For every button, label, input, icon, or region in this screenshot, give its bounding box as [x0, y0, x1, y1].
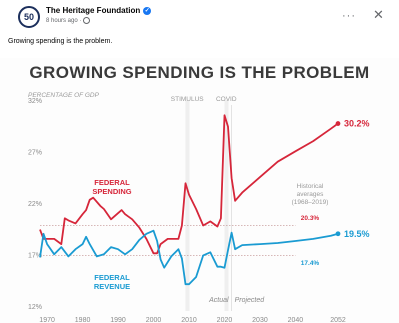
chart-image[interactable] — [0, 58, 399, 323]
x-tick-label-2: 1990 — [110, 317, 126, 323]
x-tick-label-1: 1980 — [75, 317, 91, 323]
post-timestamp[interactable]: 8 hours ago · — [46, 17, 91, 25]
verified-badge-icon: ✓ — [143, 6, 152, 15]
y-axis-label: PERCENTAGE OF GDP — [28, 92, 100, 99]
x-tick-label-6: 2030 — [252, 317, 268, 323]
shaded-period-label-1: COVID — [216, 96, 237, 103]
projected-label: Projected — [235, 297, 266, 304]
close-icon[interactable]: ✕ — [373, 7, 384, 22]
y-tick-label-0: 32% — [28, 98, 42, 105]
post-time-text[interactable]: 8 hours ago · — [46, 18, 82, 25]
actual-label: Actual — [208, 297, 229, 304]
series-end-label-0: 30.2% — [344, 119, 370, 129]
post-message: Growing spending is the problem. — [8, 38, 113, 45]
revenue-series-label: FEDERAL REVENUE — [94, 273, 130, 291]
y-tick-label-3: 17% — [28, 253, 42, 260]
series-endpoint-1 — [335, 231, 341, 237]
series-line-0 — [39, 114, 339, 255]
x-tick-label-5: 2020 — [217, 317, 233, 323]
post-header: 50 The Heritage Foundation ✓ 8 hours ago … — [0, 0, 399, 58]
shaded-period-label-0: STIMULUS — [171, 96, 205, 103]
page-avatar[interactable]: 50 — [18, 6, 40, 28]
x-tick-label-3: 2000 — [146, 317, 162, 323]
spending-series-label: FEDERAL SPENDING — [92, 178, 131, 196]
x-tick-label-4: 2010 — [181, 317, 197, 323]
averages-title: Historical averages (1968–2019) — [292, 183, 329, 206]
y-tick-label-2: 22% — [28, 201, 42, 208]
series-line-1 — [39, 229, 339, 286]
series-end-label-1: 19.5% — [344, 229, 370, 239]
more-options-icon[interactable]: ··· — [342, 10, 356, 22]
x-tick-label-7: 2040 — [288, 317, 304, 323]
page-name-text[interactable]: The Heritage Foundation — [46, 6, 141, 15]
series-endpoint-0 — [335, 121, 341, 126]
shaded-period-1 — [224, 100, 229, 311]
x-tick-label-0: 1970 — [39, 317, 55, 323]
spending-average-label: 20.3% — [301, 215, 320, 222]
chart-title: GROWING SPENDING IS THE PROBLEM — [29, 63, 370, 82]
revenue-average-label: 17.4% — [301, 260, 320, 267]
shaded-period-0 — [185, 100, 190, 311]
globe-icon — [83, 17, 91, 24]
page-name-link[interactable]: The Heritage Foundation ✓ — [46, 6, 152, 15]
y-tick-label-4: 12% — [28, 304, 42, 311]
x-tick-label-8: 2052 — [330, 317, 346, 323]
y-tick-label-1: 27% — [28, 150, 42, 157]
